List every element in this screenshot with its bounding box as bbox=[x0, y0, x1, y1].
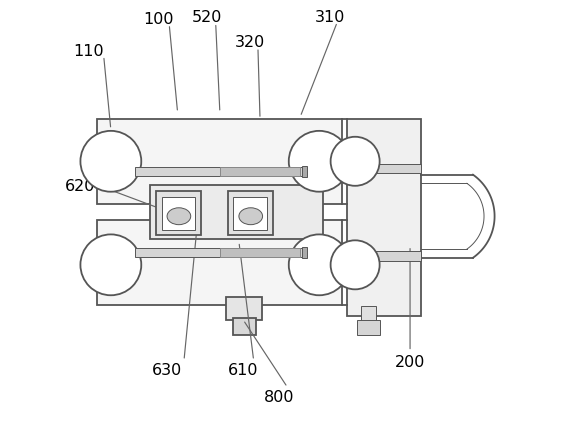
Bar bbox=[347, 251, 421, 261]
Bar bbox=[302, 247, 308, 259]
Circle shape bbox=[81, 234, 141, 295]
Bar bbox=[347, 119, 421, 315]
Bar bbox=[220, 248, 300, 257]
Text: 320: 320 bbox=[235, 36, 264, 50]
Bar bbox=[97, 220, 343, 305]
Ellipse shape bbox=[239, 208, 263, 225]
Circle shape bbox=[331, 137, 380, 186]
Text: 630: 630 bbox=[152, 363, 182, 378]
Text: 110: 110 bbox=[74, 44, 104, 59]
Text: 610: 610 bbox=[228, 363, 258, 378]
Bar bbox=[162, 197, 196, 230]
Text: 620: 620 bbox=[65, 179, 95, 194]
Circle shape bbox=[289, 234, 350, 295]
Bar bbox=[228, 191, 273, 235]
Circle shape bbox=[81, 131, 141, 192]
Bar bbox=[357, 320, 381, 335]
Text: 310: 310 bbox=[315, 10, 345, 25]
Bar bbox=[232, 318, 256, 335]
Bar bbox=[97, 119, 343, 204]
Bar bbox=[150, 184, 323, 240]
Text: 100: 100 bbox=[143, 12, 174, 27]
Bar bbox=[233, 197, 267, 230]
Bar bbox=[362, 306, 376, 322]
Circle shape bbox=[289, 131, 350, 192]
Circle shape bbox=[331, 240, 380, 289]
Bar bbox=[302, 165, 308, 177]
Text: 520: 520 bbox=[192, 10, 223, 25]
Bar bbox=[220, 167, 300, 176]
Ellipse shape bbox=[167, 208, 191, 225]
Bar bbox=[135, 167, 304, 176]
Text: 200: 200 bbox=[395, 354, 426, 370]
Bar bbox=[135, 248, 304, 257]
Bar bbox=[226, 296, 262, 320]
Bar bbox=[347, 164, 421, 173]
Text: 800: 800 bbox=[264, 391, 294, 405]
Bar bbox=[156, 191, 201, 235]
